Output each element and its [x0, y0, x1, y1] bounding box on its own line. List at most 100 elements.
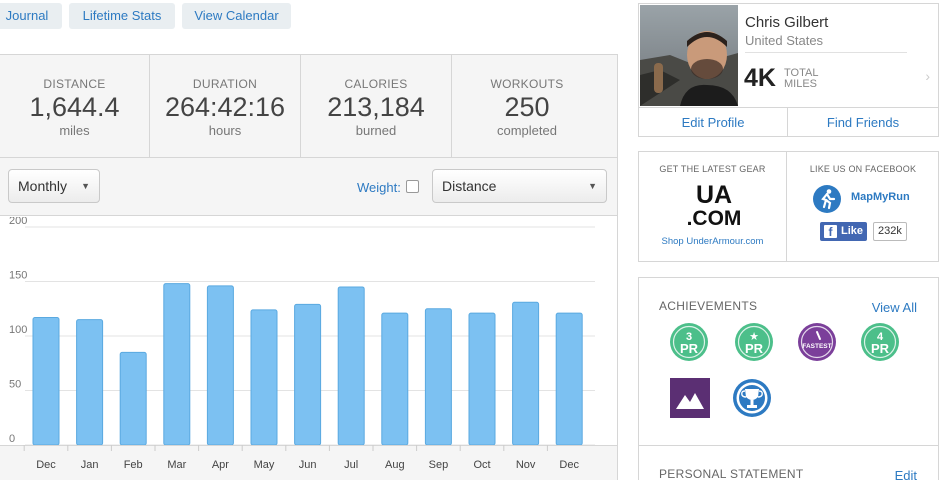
stat-label: DURATION [192, 77, 258, 91]
stat-unit: completed [497, 123, 557, 138]
view-all-link[interactable]: View All [871, 300, 917, 315]
stat-value: 264:42:16 [164, 92, 286, 122]
badge-bottom-text: FASTEST [802, 343, 831, 350]
mountain-badge-icon[interactable] [670, 378, 710, 418]
shop-ua-link[interactable]: Shop UnderArmour.com [661, 236, 764, 247]
x-tick-label: May [254, 459, 275, 471]
x-tick-label: Nov [516, 459, 536, 471]
x-axis-band [0, 445, 617, 480]
y-tick-label: 0 [9, 433, 15, 445]
stat-divider [451, 55, 452, 158]
period-select[interactable]: Monthly ▼ [8, 169, 100, 203]
divider [639, 445, 938, 446]
x-tick-label: Feb [124, 459, 143, 471]
bar-aug[interactable] [381, 312, 409, 446]
stat-divider [149, 55, 150, 158]
bar-dec[interactable] [32, 316, 60, 446]
stat-value: 1,644.4 [29, 92, 120, 122]
bar-apr[interactable] [206, 285, 234, 446]
3-pr-badge-icon[interactable]: 3 PR [669, 322, 709, 362]
avatar[interactable] [640, 5, 738, 106]
chart-controls: Monthly ▼ Weight: Distance ▼ [0, 158, 617, 216]
x-tick-label: Oct [473, 459, 490, 471]
facebook-promo: LIKE US ON FACEBOOK MapMyRun f Like 232k [788, 152, 938, 261]
y-tick-label: 150 [9, 270, 27, 282]
stat-workouts: WORKOUTS 250 completed [452, 55, 617, 158]
badge-top-text: ★ [749, 330, 759, 343]
bar-jul[interactable] [337, 286, 365, 446]
y-tick-label: 50 [9, 379, 21, 391]
metric-select-value: Distance [442, 178, 497, 194]
stat-unit: hours [208, 123, 242, 138]
mapmyrun-icon[interactable] [812, 184, 842, 214]
weight-checkbox[interactable] [406, 180, 419, 193]
stat-duration: DURATION 264:42:16 hours [150, 55, 300, 158]
star-pr-badge-icon[interactable]: ★ PR [734, 322, 774, 362]
bar-jun[interactable] [294, 303, 322, 446]
caret-down-icon: ▼ [588, 181, 597, 191]
tab-journal[interactable]: Journal [0, 3, 62, 29]
avatar-photo [640, 5, 738, 106]
bar-jan[interactable] [76, 319, 104, 446]
y-tick-label: 200 [9, 217, 27, 227]
bar-oct[interactable] [468, 312, 496, 446]
stat-divider [300, 55, 301, 158]
fastest-badge-icon[interactable]: FASTEST [797, 322, 837, 362]
x-tick-label: Jul [344, 459, 358, 471]
mapmyrun-link[interactable]: MapMyRun [851, 191, 910, 203]
trophy-badge-icon[interactable] [732, 378, 772, 418]
divider [787, 108, 788, 137]
bar-sep[interactable] [424, 308, 452, 446]
x-tick-label: Jun [299, 459, 317, 471]
stat-label: CALORIES [344, 77, 408, 91]
chevron-right-icon[interactable]: › [925, 68, 930, 84]
tab-lifetime-stats[interactable]: Lifetime Stats [69, 3, 175, 29]
y-tick-label: 100 [9, 324, 27, 336]
promo-card: GET THE LATEST GEAR UA .COM Shop UnderAr… [638, 151, 939, 262]
ua-promo[interactable]: GET THE LATEST GEAR UA .COM Shop UnderAr… [639, 152, 787, 261]
achievements-card: ACHIEVEMENTS View All 3 PR ★ PR FASTEST … [638, 277, 939, 480]
badge-top-text: 4 [877, 331, 884, 343]
ua-com-logo: UA .COM [687, 182, 742, 228]
period-select-value: Monthly [18, 178, 68, 194]
4-pr-badge-icon[interactable]: 4 PR [860, 322, 900, 362]
badge-bottom-text: PR [680, 341, 699, 356]
ua-logo-line: .COM [687, 207, 742, 228]
metric-select[interactable]: Distance ▼ [432, 169, 607, 203]
x-tick-label: Apr [212, 459, 229, 471]
badge-bottom-text: PR [745, 341, 764, 356]
edit-profile-link[interactable]: Edit Profile [681, 115, 745, 130]
personal-statement-edit-link[interactable]: Edit [894, 468, 917, 480]
x-tick-label: Dec [559, 459, 579, 471]
stat-label: DISTANCE [43, 77, 106, 91]
stat-value: 250 [504, 92, 550, 122]
like-count: 232k [873, 222, 907, 241]
stat-value: 213,184 [327, 92, 425, 122]
stat-label: WORKOUTS [490, 77, 564, 91]
bar-may[interactable] [250, 309, 278, 446]
bar-mar[interactable] [163, 283, 191, 446]
facebook-icon: f [824, 225, 837, 239]
badge-bottom-text: PR [871, 341, 890, 356]
profile-actions: Edit Profile Find Friends [639, 107, 938, 137]
profile-name[interactable]: Chris Gilbert [745, 14, 829, 31]
bar-feb[interactable] [119, 351, 147, 446]
chart-panel: Monthly ▼ Weight: Distance ▼ 0 50 100 150 20… [0, 158, 618, 480]
distance-bar-chart: 0 50 100 150 200 Dec Jan Feb Mar Apr May Jun Jul Aug S… [0, 217, 617, 480]
bar-dec[interactable] [555, 312, 583, 446]
personal-statement-heading: PERSONAL STATEMENT [659, 467, 804, 480]
find-friends-link[interactable]: Find Friends [826, 115, 900, 130]
gear-heading: GET THE LATEST GEAR [659, 164, 766, 174]
like-label: Like [841, 225, 864, 237]
bar-nov[interactable] [512, 301, 540, 446]
x-tick-label: Aug [385, 459, 405, 471]
achievements-heading: ACHIEVEMENTS [659, 299, 758, 313]
total-miles-unit-line: MILES [784, 78, 818, 90]
lifetime-stats-strip: DISTANCE 1,644.4 miles DURATION 264:42:1… [0, 54, 618, 158]
stat-unit: miles [59, 123, 90, 138]
facebook-like-button[interactable]: f Like [820, 222, 867, 241]
ua-logo-line: UA [696, 182, 732, 209]
x-tick-label: Mar [167, 459, 186, 471]
tab-view-calendar[interactable]: View Calendar [182, 3, 291, 29]
